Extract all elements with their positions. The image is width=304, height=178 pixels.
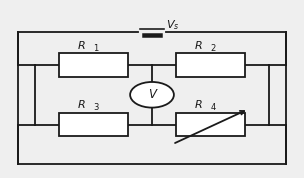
Text: $V_s$: $V_s$ bbox=[166, 18, 179, 32]
Text: V: V bbox=[148, 88, 156, 101]
Bar bbox=[58, 53, 128, 77]
Text: $R$: $R$ bbox=[77, 98, 86, 110]
Bar bbox=[176, 113, 245, 136]
Text: 2: 2 bbox=[210, 44, 216, 53]
Bar bbox=[176, 53, 245, 77]
Text: 1: 1 bbox=[94, 44, 99, 53]
Circle shape bbox=[130, 82, 174, 108]
Text: 4: 4 bbox=[210, 103, 216, 112]
Text: $R$: $R$ bbox=[77, 39, 86, 51]
Text: $R$: $R$ bbox=[194, 39, 203, 51]
Text: $R$: $R$ bbox=[194, 98, 203, 110]
Text: 3: 3 bbox=[94, 103, 99, 112]
Bar bbox=[58, 113, 128, 136]
